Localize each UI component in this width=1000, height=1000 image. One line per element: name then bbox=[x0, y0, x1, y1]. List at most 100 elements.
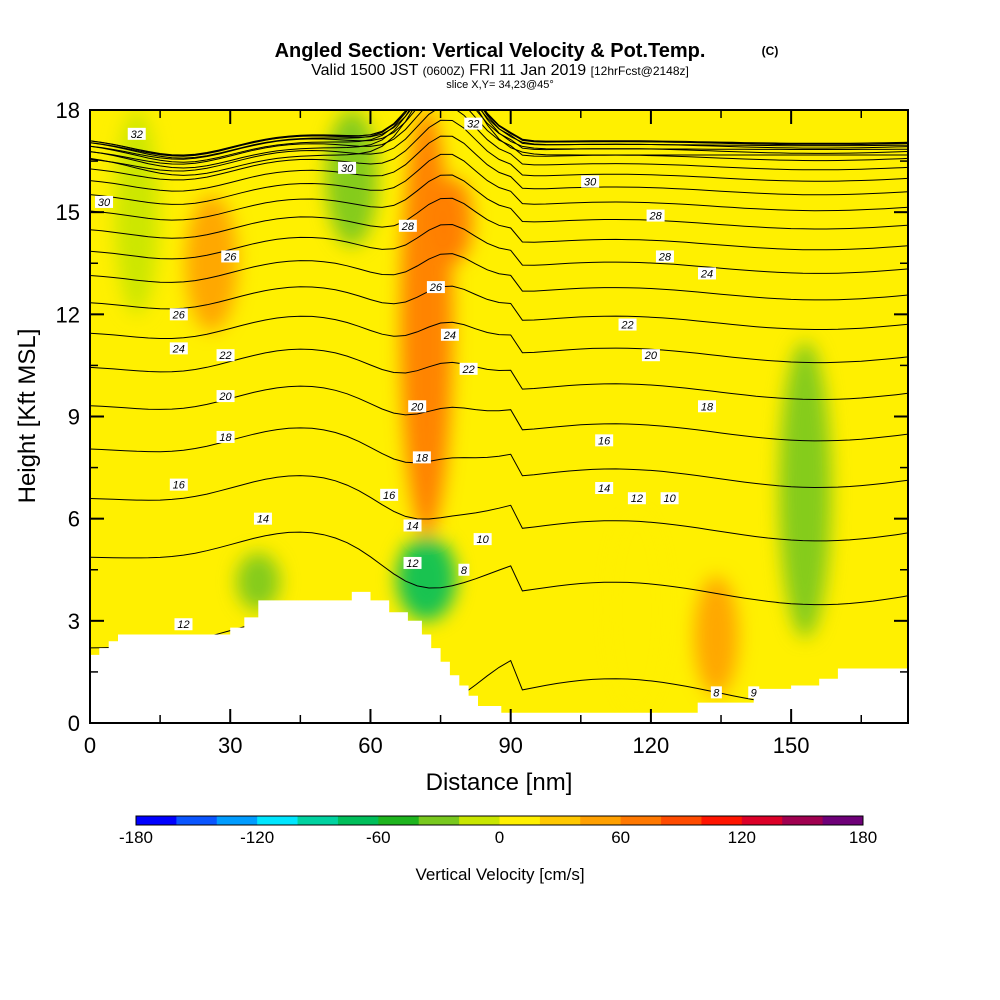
slice-label: slice X,Y= 34,23@45° bbox=[446, 79, 554, 91]
colorbar-frame bbox=[135, 815, 864, 826]
colorbar-swatch bbox=[136, 816, 177, 825]
isentrope-label: 10 bbox=[660, 492, 679, 505]
isentrope-label: 28 bbox=[655, 250, 674, 263]
svg-text:14: 14 bbox=[406, 520, 418, 532]
isentrope-line bbox=[90, 135, 908, 196]
svg-text:22: 22 bbox=[620, 320, 633, 332]
axis-ticks: 0 30 60 90 120 150 0 3 6 9 12 15 18 bbox=[56, 98, 908, 758]
colorbar-swatch bbox=[701, 816, 743, 825]
isentrope-label: 22 bbox=[459, 362, 478, 376]
isentrope-line bbox=[90, 253, 908, 301]
colorbar-swatch bbox=[539, 816, 581, 825]
isentrope-line bbox=[90, 348, 908, 400]
svg-text:18: 18 bbox=[701, 401, 714, 413]
svg-text:28: 28 bbox=[648, 211, 662, 223]
isentrope-line bbox=[90, 110, 908, 169]
isentrope-label: 26 bbox=[221, 250, 240, 263]
isentrope-label: 14 bbox=[595, 482, 614, 495]
x-tick-label: 60 bbox=[358, 733, 382, 758]
isentrope-label: 8 bbox=[710, 686, 722, 699]
svg-text:28: 28 bbox=[401, 221, 415, 233]
isentrope-line bbox=[90, 315, 908, 364]
isentrope-label: 16 bbox=[380, 488, 399, 502]
isentrope-label: 12 bbox=[174, 618, 193, 631]
svg-text:20: 20 bbox=[218, 391, 232, 403]
isentrope-line bbox=[90, 110, 908, 165]
svg-text:30: 30 bbox=[341, 163, 354, 175]
x-tick-label: 120 bbox=[633, 733, 670, 758]
y-tick-label: 18 bbox=[56, 98, 80, 123]
isentrope-line bbox=[90, 119, 908, 182]
isentrope-label: 18 bbox=[216, 430, 235, 444]
svg-text:8: 8 bbox=[461, 565, 468, 577]
isentrope-label: 24 bbox=[440, 328, 459, 342]
isentrope-line bbox=[90, 110, 908, 172]
isentrope-label: 32 bbox=[464, 117, 483, 131]
isentrope-label: 28 bbox=[646, 209, 665, 223]
colorbar-tick-label: 120 bbox=[728, 828, 756, 847]
colorbar-swatch bbox=[216, 816, 258, 825]
isentrope-label: 26 bbox=[169, 308, 188, 321]
svg-text:10: 10 bbox=[477, 534, 490, 546]
y-tick-label: 12 bbox=[56, 302, 80, 327]
svg-text:20: 20 bbox=[644, 350, 658, 362]
isentrope-line bbox=[90, 285, 908, 330]
isentrope-labels: 32 32 30 30 30 28 28 28 26 26 24 26 24 24 22 22 22 20 20 20… bbox=[95, 117, 760, 699]
svg-text:24: 24 bbox=[443, 330, 456, 342]
isentrope-label: 9 bbox=[748, 686, 760, 699]
x-axis-label: Distance [nm] bbox=[426, 769, 573, 796]
isentrope-label: 14 bbox=[403, 519, 422, 532]
colorbar-swatch bbox=[337, 816, 379, 825]
y-tick-label: 0 bbox=[68, 711, 80, 736]
svg-text:16: 16 bbox=[173, 480, 186, 492]
colorbar: -180 -120 -60 0 60 120 180 bbox=[119, 815, 877, 847]
svg-text:22: 22 bbox=[218, 350, 231, 362]
chart-title: Angled Section: Vertical Velocity & Pot.… bbox=[275, 40, 706, 62]
isentrope-label: 8 bbox=[458, 563, 470, 577]
colorbar-swatch bbox=[499, 816, 541, 825]
vertical-velocity-field bbox=[114, 110, 832, 713]
isentrope-label: 20 bbox=[408, 400, 427, 413]
isentrope-label: 24 bbox=[169, 342, 188, 355]
y-axis-label: Height [Kft MSL] bbox=[14, 329, 41, 504]
valid-time-line: Valid 1500 JST (0600Z) FRI 11 Jan 2019 [… bbox=[311, 62, 689, 79]
y-tick-label: 9 bbox=[68, 405, 80, 430]
svg-text:14: 14 bbox=[598, 483, 610, 495]
isentrope-label: 30 bbox=[95, 195, 114, 209]
vv-feature bbox=[694, 576, 739, 696]
vv-feature bbox=[236, 552, 281, 611]
valid-date: FRI 11 Jan 2019 bbox=[469, 62, 586, 79]
colorbar-swatch bbox=[257, 816, 299, 825]
x-tick-label: 0 bbox=[84, 733, 96, 758]
svg-text:24: 24 bbox=[700, 268, 713, 280]
isentrope-label: 20 bbox=[216, 390, 235, 403]
colorbar-swatch bbox=[378, 816, 420, 825]
isentrope-label: 22 bbox=[216, 349, 235, 362]
svg-text:30: 30 bbox=[584, 177, 597, 189]
svg-text:18: 18 bbox=[416, 452, 429, 464]
svg-text:12: 12 bbox=[406, 558, 418, 570]
vv-feature bbox=[325, 110, 378, 247]
isentrope-line bbox=[90, 153, 908, 212]
y-tick-label: 6 bbox=[68, 507, 80, 532]
colorbar-swatch bbox=[176, 816, 218, 825]
svg-text:12: 12 bbox=[631, 493, 643, 505]
colorbar-tick-label: 180 bbox=[849, 828, 877, 847]
valid-utc: (0600Z) bbox=[423, 64, 465, 78]
colorbar-swatch bbox=[620, 816, 662, 825]
svg-text:24: 24 bbox=[172, 343, 185, 355]
colorbar-tick-label: 0 bbox=[495, 828, 504, 847]
svg-text:26: 26 bbox=[172, 309, 186, 321]
svg-text:16: 16 bbox=[598, 435, 611, 447]
isentrope-line bbox=[90, 110, 908, 163]
svg-text:26: 26 bbox=[429, 282, 443, 294]
colorbar-swatch bbox=[661, 816, 702, 825]
colorbar-tick-label: -60 bbox=[366, 828, 391, 847]
colorbar-swatch bbox=[782, 816, 824, 825]
isentrope-label: 24 bbox=[698, 267, 717, 280]
vv-feature bbox=[606, 508, 667, 713]
isentrope-label: 14 bbox=[253, 512, 272, 526]
isentrope-label: 16 bbox=[595, 434, 614, 447]
isentrope-line bbox=[90, 531, 908, 606]
vv-feature bbox=[779, 341, 832, 638]
